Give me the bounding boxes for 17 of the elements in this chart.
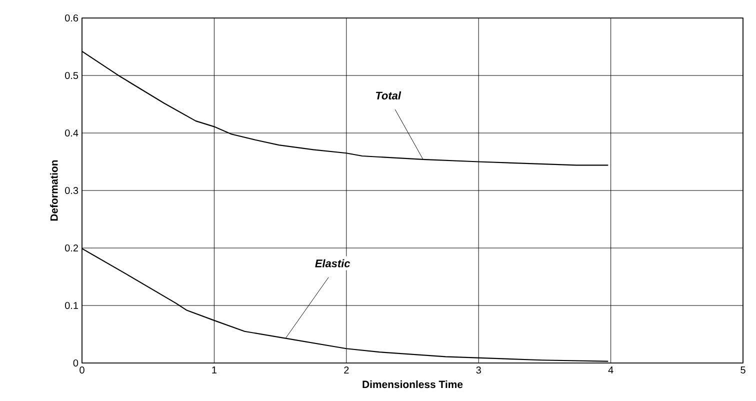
x-tick-label: 5	[740, 366, 746, 374]
x-axis-title: Dimensionless Time	[362, 380, 463, 388]
y-tick-label: 0.1	[65, 302, 78, 310]
x-tick-label: 3	[476, 366, 481, 374]
annotation: Elastic	[315, 259, 350, 268]
x-tick-label: 2	[344, 366, 349, 374]
y-tick-label: 0.4	[65, 129, 78, 137]
y-tick-label: 0.5	[65, 72, 78, 80]
x-tick-label: 1	[212, 366, 216, 374]
y-tick-label: 0.6	[65, 14, 78, 22]
y-tick-label: 0.3	[65, 186, 78, 194]
y-tick-label: 0	[73, 359, 78, 367]
y-axis-title: Deformation	[50, 160, 58, 221]
x-tick-label: 4	[608, 366, 614, 374]
annotation: Total	[376, 91, 402, 100]
x-tick-label: 0	[80, 366, 84, 374]
y-tick-label: 0.2	[65, 244, 78, 252]
